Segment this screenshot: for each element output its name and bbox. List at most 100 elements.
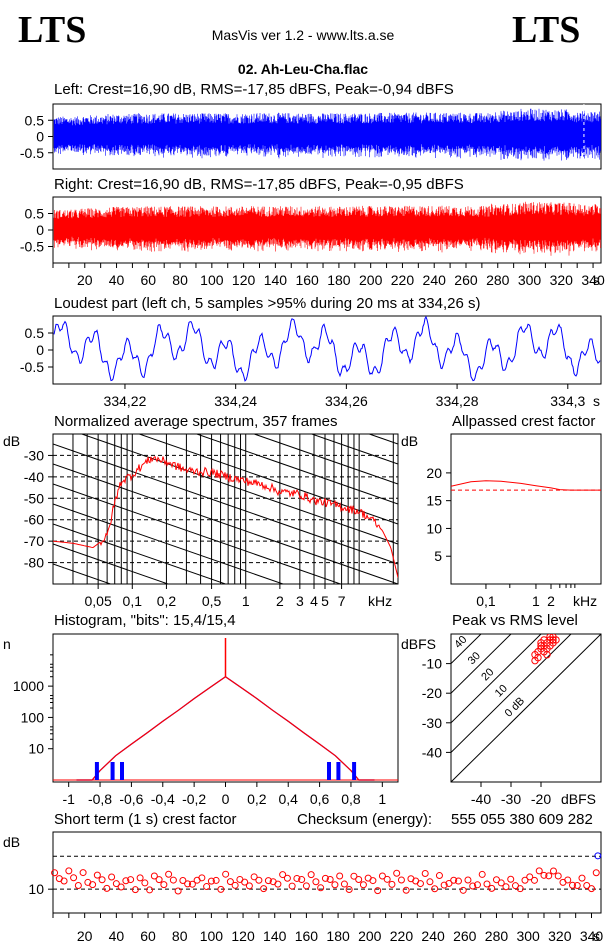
- crest-point: [98, 876, 106, 884]
- crest-point: [112, 880, 120, 888]
- histogram-xtick-label: -0,8: [88, 791, 112, 807]
- crest-point: [264, 877, 272, 885]
- spectrum-slope-line: [53, 463, 398, 584]
- crest-point: [440, 881, 448, 889]
- spectrum-slope-line: [53, 443, 398, 565]
- allpassed-xunit: kHz: [573, 593, 597, 609]
- loudest-xtick-label: 334,24: [214, 393, 257, 409]
- histogram-xtick-label: 0,2: [247, 791, 267, 807]
- spectrum-xtick-label: 3: [296, 593, 304, 609]
- crest-point: [127, 876, 135, 884]
- peak-rms-ylabel: dBFS: [401, 636, 436, 652]
- crest-xtick-label: 140: [263, 928, 287, 944]
- peak-rms-xtick-label: -30: [501, 791, 521, 807]
- crest-point: [530, 876, 538, 884]
- crest-xtick-label: 80: [172, 928, 188, 944]
- crest-point: [184, 880, 192, 888]
- crest-point: [469, 882, 477, 890]
- peak-rms-ytick-label: -20: [422, 685, 442, 701]
- right-channel-xtick-label: 320: [550, 272, 574, 288]
- crest-xtick-label: 240: [421, 928, 445, 944]
- crest-point: [203, 883, 211, 891]
- crest-xtick-label: 200: [358, 928, 382, 944]
- spectrum-ytick-label: -80: [24, 555, 44, 571]
- crest-point: [307, 871, 315, 879]
- crest-point: [450, 876, 458, 884]
- spectrum-slope-line: [53, 244, 398, 364]
- crest-point: [521, 876, 529, 884]
- crest-point: [478, 870, 486, 878]
- peak-rms-ytick-label: -30: [422, 715, 442, 731]
- loudest-xtick-label: 334,26: [325, 393, 368, 409]
- crest-point: [431, 885, 439, 893]
- crest-xtick-label: 120: [231, 928, 255, 944]
- right-channel-ytick-label: 0.5: [25, 206, 45, 222]
- crest-point: [131, 886, 139, 894]
- crest-point: [473, 881, 481, 889]
- loudest-waveform: [53, 315, 601, 382]
- crest-point: [136, 874, 144, 882]
- histogram-tail-bin: [94, 762, 99, 780]
- peak-rms-diagonal: [451, 634, 542, 724]
- crest-point: [155, 876, 163, 884]
- loudest-frame: [52, 315, 602, 385]
- crest-point: [507, 875, 515, 883]
- crest-point: [369, 877, 377, 885]
- crest-xtick-label: 320: [548, 928, 572, 944]
- crest-point: [226, 878, 234, 886]
- crest-point: [331, 881, 339, 889]
- loudest-xtick-label: 334,3: [550, 393, 585, 409]
- histogram-ylabel: n: [3, 636, 11, 652]
- crest-point: [74, 882, 82, 890]
- left-channel-ytick-label: 0: [36, 129, 44, 145]
- spectrum-xtick-label: 0,2: [157, 593, 177, 609]
- crest-point: [179, 876, 187, 884]
- crest-point: [378, 872, 386, 880]
- app-title: MasVis ver 1.2 - www.lts.a.se: [211, 27, 395, 43]
- crest-point: [103, 884, 111, 892]
- crest-point: [549, 867, 557, 875]
- spectrum-ytick-label: -70: [24, 533, 44, 549]
- right-channel-title: Right: Crest=16,90 dB, RMS=-17,85 dBFS, …: [54, 176, 464, 193]
- spectrum-xunit: kHz: [368, 593, 392, 609]
- histogram-tail-bin: [120, 762, 124, 780]
- crest-point: [60, 877, 68, 885]
- right-channel-xtick-label: 80: [172, 272, 188, 288]
- crest-point: [488, 884, 496, 892]
- allpassed-curve: [450, 480, 601, 491]
- spectrum-slope-line: [80, 434, 398, 545]
- peak-rms-xlabel: dBFS: [561, 791, 596, 807]
- lts-logo-right: LTS: [512, 9, 581, 51]
- crest-point: [279, 871, 287, 879]
- crest-point: [564, 876, 572, 884]
- crest-xtick-label: 180: [326, 928, 350, 944]
- crest-title: Short term (1 s) crest factor: [54, 811, 237, 828]
- right-channel-xtick-label: 240: [423, 272, 447, 288]
- crest-point: [150, 872, 158, 880]
- spectrum-slope-line: [137, 434, 398, 525]
- crest-frame: [52, 831, 602, 914]
- crest-point: [359, 881, 367, 889]
- crest-point: [554, 872, 562, 880]
- peak-rms-point: [537, 642, 545, 650]
- crest-point: [198, 874, 206, 882]
- right-channel-waveform: [53, 201, 601, 256]
- histogram-title: Histogram, "bits": 15,4/15,4: [54, 612, 236, 629]
- right-channel-xtick-label: 120: [232, 272, 256, 288]
- allpassed-ytick-label: 15: [426, 493, 442, 509]
- crest-point: [435, 872, 443, 880]
- peak-rms-point: [546, 634, 554, 641]
- peak-rms-diagonal: [451, 634, 601, 782]
- peak-rms-point: [549, 639, 557, 647]
- loudest-xtick-label: 334,22: [104, 393, 147, 409]
- spectrum-slope-line: [195, 434, 398, 505]
- spectrum-xtick-label: 2: [276, 593, 284, 609]
- spectrum-slope-line: [53, 523, 228, 584]
- crest-point: [350, 872, 358, 880]
- histogram-ytick-label: 1000: [13, 678, 44, 694]
- allpassed-xtick-label: 1: [532, 593, 540, 609]
- spectrum-xtick-label: 5: [321, 593, 329, 609]
- crest-point: [298, 876, 306, 884]
- crest-point: [388, 880, 396, 888]
